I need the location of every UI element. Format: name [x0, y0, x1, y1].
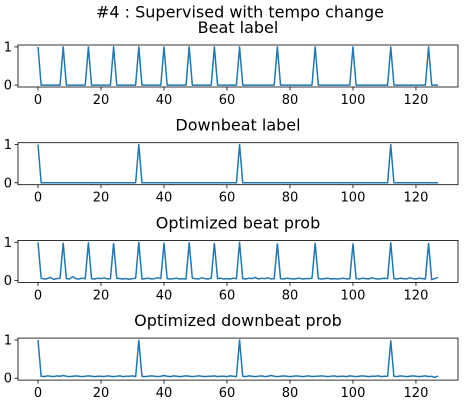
data-line	[37, 143, 438, 184]
x-tick-label: 120	[404, 191, 429, 206]
subplot-title: Optimized downbeat prob	[134, 311, 342, 330]
x-tick-label: 0	[34, 386, 42, 401]
data-line	[37, 339, 439, 379]
x-tick-label: 80	[282, 288, 299, 303]
x-tick-label: 0	[34, 288, 42, 303]
x-tick-label: 60	[219, 93, 236, 108]
x-tick-label: 40	[156, 191, 173, 206]
x-tick-label: 120	[404, 93, 429, 108]
y-tick-label: 1	[4, 334, 12, 349]
axes-frame	[17, 239, 459, 283]
y-tick-label: 1	[4, 138, 12, 153]
x-tick-label: 40	[156, 288, 173, 303]
subplot: Optimized beat prob 0 20 40 60 80 100 120 0 1	[4, 213, 459, 303]
y-tick-label: 0	[4, 274, 12, 289]
x-tick-label: 100	[341, 386, 366, 401]
subplot-title: Optimized beat prob	[156, 213, 320, 232]
axes-frame	[17, 44, 459, 88]
x-tick-label: 120	[404, 288, 429, 303]
x-tick-label: 80	[282, 93, 299, 108]
x-tick-label: 60	[219, 386, 236, 401]
figure-title: #4 : Supervised with tempo change	[96, 3, 384, 22]
data-line	[37, 46, 438, 86]
axes-frame	[17, 337, 459, 381]
x-tick-label: 40	[156, 386, 173, 401]
x-tick-label: 0	[34, 93, 42, 108]
subplot: Optimized downbeat prob 0 20 40 60 80 100 120 0 1	[4, 311, 459, 401]
subplot: Downbeat label 0 20 40 60 80 100 120 0 1	[4, 116, 459, 206]
y-tick-label: 0	[4, 79, 12, 94]
subplot: Beat label 0 20 40 60 80 100 120 0 1	[4, 18, 459, 108]
x-tick-label: 100	[341, 288, 366, 303]
subplot-title: Downbeat label	[175, 116, 300, 135]
y-tick-label: 1	[4, 236, 12, 251]
axes-frame	[17, 142, 459, 186]
x-tick-label: 120	[404, 386, 429, 401]
x-tick-label: 20	[93, 386, 110, 401]
x-tick-label: 40	[156, 93, 173, 108]
x-tick-label: 20	[93, 288, 110, 303]
x-tick-label: 80	[282, 386, 299, 401]
x-tick-label: 60	[219, 288, 236, 303]
x-tick-label: 100	[341, 93, 366, 108]
subplot-title: Beat label	[198, 18, 279, 37]
data-line	[37, 241, 439, 281]
x-tick-label: 100	[341, 191, 366, 206]
x-tick-label: 20	[93, 93, 110, 108]
y-tick-label: 1	[4, 40, 12, 55]
x-tick-label: 60	[219, 191, 236, 206]
x-tick-label: 20	[93, 191, 110, 206]
x-tick-label: 80	[282, 191, 299, 206]
x-tick-label: 0	[34, 191, 42, 206]
y-tick-label: 0	[4, 176, 12, 191]
y-tick-label: 0	[4, 372, 12, 387]
